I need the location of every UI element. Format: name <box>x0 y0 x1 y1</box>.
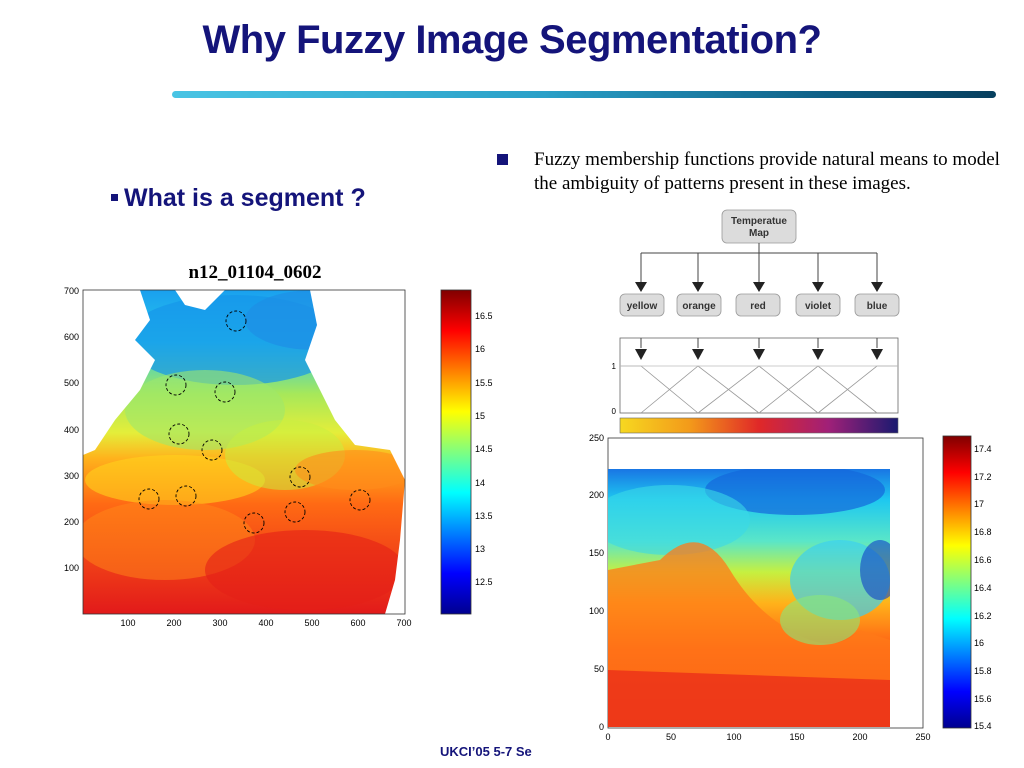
left-temperature-map: 700 600 500 400 300 200 100 100 200 300 … <box>64 286 493 628</box>
class-label: orange <box>682 301 716 312</box>
segment-circle <box>168 423 190 445</box>
right-colorbar-tick: 15.4 <box>974 721 992 731</box>
right-colorbar-tick: 17.4 <box>974 444 992 454</box>
left-map-ytick: 200 <box>64 517 79 527</box>
class-node-orange <box>676 293 722 317</box>
class-label: blue <box>867 301 888 312</box>
left-colorbar-tick: 12.5 <box>475 577 493 587</box>
left-map-xtick: 200 <box>166 618 181 628</box>
class-label: red <box>750 301 766 312</box>
class-node-red <box>735 293 781 317</box>
left-map-ytick: 300 <box>64 471 79 481</box>
left-map-xtick: 600 <box>350 618 365 628</box>
bullet-square-icon <box>111 193 118 201</box>
left-map-xtick: 400 <box>258 618 273 628</box>
segment-circle <box>349 489 371 511</box>
right-colorbar <box>942 435 972 729</box>
membership-ytick: 1 <box>612 362 617 371</box>
footer-text: UKCI’05 5-7 Se <box>440 744 532 759</box>
right-colorbar-tick: 16.6 <box>974 555 992 565</box>
right-temperature-map: 250 200 150 100 50 0 0 50 100 150 200 25… <box>589 433 992 742</box>
right-colorbar-tick: 15.8 <box>974 666 992 676</box>
right-colorbar-tick: 16.8 <box>974 527 992 537</box>
membership-ytick: 0 <box>612 407 617 416</box>
left-colorbar-tick: 14 <box>475 478 485 488</box>
root-label: Temperatue <box>731 216 787 227</box>
right-map-ytick: 100 <box>589 606 604 616</box>
right-map-ytick: 0 <box>599 722 604 732</box>
class-node-blue <box>854 293 900 317</box>
right-map-xtick: 100 <box>726 732 741 742</box>
left-map-xtick: 700 <box>396 618 411 628</box>
right-map-xtick: 200 <box>852 732 867 742</box>
right-map-xtick: 150 <box>789 732 804 742</box>
segment-circle <box>243 512 265 534</box>
right-colorbar-tick: 17.2 <box>974 472 992 482</box>
right-map-xtick: 0 <box>605 732 610 742</box>
right-colorbar-tick: 16.2 <box>974 611 992 621</box>
segment-circle <box>225 310 247 332</box>
left-map-xtick: 500 <box>304 618 319 628</box>
right-map-ytick: 200 <box>589 490 604 500</box>
left-colorbar <box>440 289 472 615</box>
left-map-ytick: 500 <box>64 378 79 388</box>
class-node-violet <box>795 293 841 317</box>
right-map-ytick: 250 <box>589 433 604 443</box>
bullet-square-icon <box>497 154 508 165</box>
left-map-ytick: 600 <box>64 332 79 342</box>
class-label: violet <box>805 301 832 312</box>
left-colorbar-tick: 15.5 <box>475 378 493 388</box>
right-colorbar-tick: 17 <box>974 499 984 509</box>
root-label: Map <box>749 228 769 239</box>
left-map-ytick: 400 <box>64 425 79 435</box>
left-colorbar-tick: 14.5 <box>475 444 493 454</box>
right-map-xtick: 50 <box>666 732 676 742</box>
right-map-xtick: 250 <box>915 732 930 742</box>
temperature-colorbar <box>619 417 899 434</box>
left-map-xtick: 100 <box>120 618 135 628</box>
left-colorbar-tick: 16.5 <box>475 311 493 321</box>
class-label: yellow <box>627 301 658 312</box>
right-bullet-text: Fuzzy membership functions provide natur… <box>534 149 1000 194</box>
segment-circle <box>284 501 306 523</box>
segment-circle <box>289 466 311 488</box>
segment-circle <box>214 381 236 403</box>
left-map-title: n12_01104_0602 <box>188 262 322 283</box>
left-bullet-text: What is a segment ? <box>124 184 366 212</box>
right-map-ytick: 50 <box>594 664 604 674</box>
left-colorbar-tick: 13 <box>475 544 485 554</box>
left-map-ytick: 100 <box>64 563 79 573</box>
class-node-yellow <box>619 293 665 317</box>
segment-circle <box>175 485 197 507</box>
left-colorbar-tick: 13.5 <box>475 511 493 521</box>
left-colorbar-tick: 16 <box>475 344 485 354</box>
right-colorbar-tick: 16.4 <box>974 583 992 593</box>
title-underline <box>172 91 996 98</box>
right-colorbar-tick: 15.6 <box>974 694 992 704</box>
left-bullet: What is a segment ? <box>111 184 366 213</box>
segment-circle <box>201 439 223 461</box>
segment-circle <box>165 374 187 396</box>
right-map-ytick: 150 <box>589 548 604 558</box>
right-colorbar-tick: 16 <box>974 638 984 648</box>
segment-circle <box>138 488 160 510</box>
slide-title: Why Fuzzy Image Segmentation? <box>202 18 822 62</box>
left-map-ytick: 700 <box>64 286 79 296</box>
left-colorbar-tick: 15 <box>475 411 485 421</box>
fuzzy-membership-diagram: Temperatue Map yellow orange red violet … <box>612 209 900 434</box>
left-map-xtick: 300 <box>212 618 227 628</box>
